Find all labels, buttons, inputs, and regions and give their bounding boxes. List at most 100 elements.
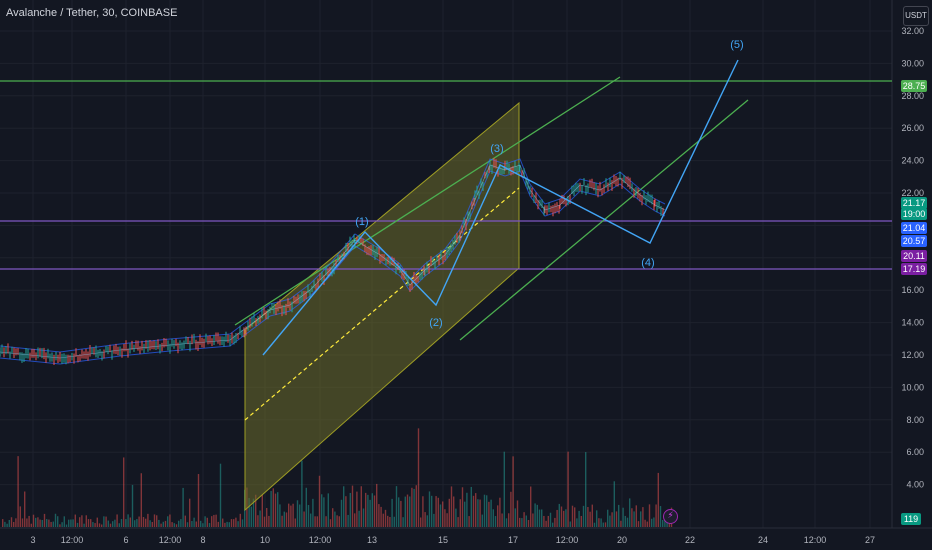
volume-bar: [351, 485, 354, 527]
volume-bar: [620, 520, 622, 527]
volume-bar: [576, 518, 578, 527]
volume-bar: [358, 510, 360, 527]
currency-button[interactable]: USDT: [903, 6, 929, 26]
volume-bar: [230, 519, 233, 527]
volume-bar: [431, 495, 433, 527]
volume-bar: [545, 520, 547, 527]
volume-bar: [651, 518, 653, 527]
volume-bar: [325, 516, 327, 527]
volume-bar: [186, 522, 189, 527]
volume-bar: [461, 487, 464, 527]
volume-bar: [558, 503, 560, 527]
volume-bar: [272, 488, 274, 527]
time-tick-label: 12:00: [804, 535, 827, 545]
time-tick-label: 12:00: [61, 535, 84, 545]
volume-bar: [329, 519, 332, 527]
volume-bar: [433, 513, 435, 527]
volume-bar: [578, 510, 580, 527]
volume-bar: [239, 513, 241, 527]
volume-bar: [411, 487, 413, 527]
price-tick-label: 16.00: [901, 285, 924, 295]
volume-bar: [30, 523, 32, 527]
volume-bar: [547, 515, 549, 527]
volume-bar: [310, 513, 312, 527]
volume-bar: [316, 516, 318, 527]
channel-midline: [244, 187, 520, 421]
volume-bar: [54, 513, 57, 527]
volume-bar: [301, 460, 303, 527]
price-tick-label: 32.00: [901, 26, 924, 36]
volume-bar: [63, 516, 65, 527]
time-tick-label: 6: [123, 535, 128, 545]
volume-bar: [70, 519, 72, 527]
volume-bar: [499, 497, 501, 527]
volume-bar: [629, 498, 631, 527]
volume-bar: [483, 494, 486, 527]
volume-bar: [323, 497, 325, 527]
volume-bar: [354, 513, 356, 527]
volume-bar: [299, 504, 301, 527]
price-badge-label: 17.19: [903, 264, 926, 274]
volume-bar: [151, 521, 153, 527]
price-tick-label: 10.00: [901, 382, 924, 392]
volume-bar: [237, 521, 239, 527]
volume-bar: [609, 515, 611, 527]
volume-bar: [428, 491, 431, 527]
volume-bar: [362, 508, 365, 527]
volume-bar: [591, 504, 593, 527]
volume-bar: [626, 517, 629, 527]
volume-bar: [215, 514, 217, 527]
volume-bar: [213, 514, 215, 527]
lightning-icon[interactable]: ⚡: [663, 509, 678, 524]
volume-bar: [90, 519, 92, 527]
volume-bar: [43, 513, 46, 527]
volume-bar: [81, 515, 83, 527]
volume-bar: [391, 498, 393, 527]
volume-bar: [332, 508, 334, 527]
time-tick-label: 8: [200, 535, 205, 545]
wave-label: (4): [641, 257, 654, 269]
volume-bar: [19, 506, 21, 527]
volume-bar: [156, 515, 158, 527]
volume-bar: [360, 486, 362, 527]
volume-bar: [274, 493, 277, 527]
symbol-title[interactable]: Avalanche / Tether, 30, COINBASE: [6, 7, 178, 19]
volume-bar: [395, 486, 398, 527]
volume-bar: [175, 524, 178, 527]
volume-bar: [109, 523, 112, 527]
volume-bar: [611, 512, 613, 527]
volume-bar: [640, 511, 642, 527]
volume-bar: [140, 473, 142, 527]
volume-bar: [501, 513, 503, 527]
volume-bar: [87, 519, 90, 527]
volume-bar: [153, 514, 156, 527]
volume-bar: [415, 485, 417, 527]
volume-bar: [516, 500, 519, 527]
volume-bar: [288, 503, 290, 527]
volume-bar: [635, 505, 637, 527]
volume-bar: [312, 498, 314, 527]
volume-bar: [255, 494, 257, 527]
volume-bar: [527, 520, 530, 527]
volume-bar: [96, 517, 98, 527]
volume-bar: [85, 515, 87, 527]
volume-bar: [413, 488, 415, 527]
volume-bar: [219, 463, 222, 527]
volume-bar: [477, 499, 479, 527]
volume-bar: [642, 507, 644, 527]
volume-bar: [378, 504, 380, 527]
volume-bar: [28, 515, 30, 527]
volume-bar: [217, 521, 219, 527]
time-tick-label: 12:00: [159, 535, 182, 545]
volume-bar: [530, 486, 532, 527]
volume-badge-label: 119: [904, 514, 918, 524]
time-tick-label: 12:00: [309, 535, 332, 545]
volume-bar: [376, 483, 378, 527]
volume-bar: [486, 495, 488, 527]
volume-bar: [321, 494, 323, 527]
price-badge-label: 19:00: [903, 209, 926, 219]
wave-label: (2): [429, 317, 442, 329]
volume-bar: [455, 508, 457, 527]
volume-bar: [393, 516, 395, 527]
